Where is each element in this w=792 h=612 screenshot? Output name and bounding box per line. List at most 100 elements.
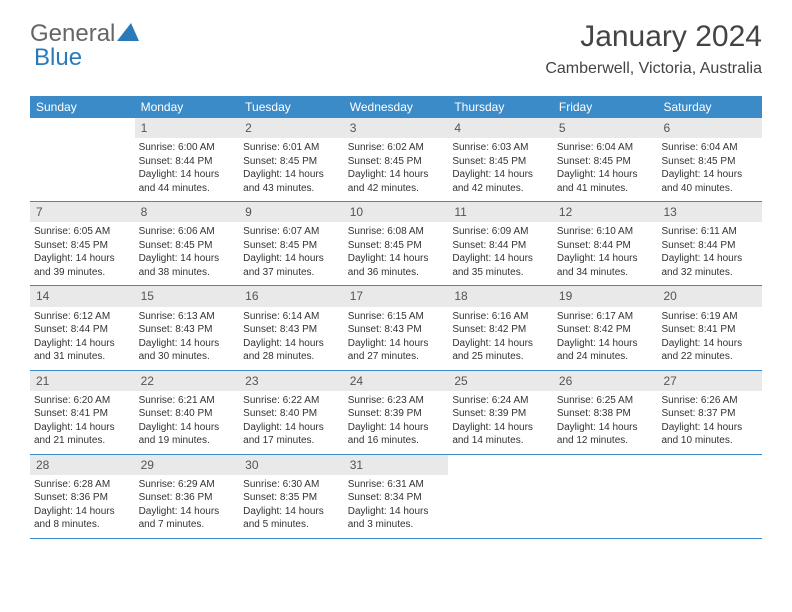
day-cell: 30Sunrise: 6:30 AMSunset: 8:35 PMDayligh… (239, 455, 344, 538)
day-body: Sunrise: 6:04 AMSunset: 8:45 PMDaylight:… (553, 138, 658, 201)
day-body (553, 475, 658, 484)
day-cell: 6Sunrise: 6:04 AMSunset: 8:45 PMDaylight… (657, 118, 762, 201)
day-cell: 5Sunrise: 6:04 AMSunset: 8:45 PMDaylight… (553, 118, 658, 201)
daylight-text: Daylight: 14 hours and 3 minutes. (348, 505, 445, 532)
daylight-text: Daylight: 14 hours and 27 minutes. (348, 337, 445, 364)
day-number (448, 455, 553, 475)
daylight-text: Daylight: 14 hours and 17 minutes. (243, 421, 340, 448)
sunset-text: Sunset: 8:42 PM (452, 323, 549, 337)
day-cell: 2Sunrise: 6:01 AMSunset: 8:45 PMDaylight… (239, 118, 344, 201)
day-number: 28 (30, 455, 135, 475)
day-number: 21 (30, 371, 135, 391)
day-number (553, 455, 658, 475)
day-number: 8 (135, 202, 240, 222)
day-number: 24 (344, 371, 449, 391)
day-number: 18 (448, 286, 553, 306)
daylight-text: Daylight: 14 hours and 21 minutes. (34, 421, 131, 448)
day-body: Sunrise: 6:29 AMSunset: 8:36 PMDaylight:… (135, 475, 240, 538)
day-body: Sunrise: 6:07 AMSunset: 8:45 PMDaylight:… (239, 222, 344, 285)
day-body: Sunrise: 6:28 AMSunset: 8:36 PMDaylight:… (30, 475, 135, 538)
day-cell: 13Sunrise: 6:11 AMSunset: 8:44 PMDayligh… (657, 202, 762, 285)
sunrise-text: Sunrise: 6:02 AM (348, 141, 445, 155)
day-body: Sunrise: 6:23 AMSunset: 8:39 PMDaylight:… (344, 391, 449, 454)
day-number: 9 (239, 202, 344, 222)
day-header-fri: Friday (553, 96, 658, 118)
sunrise-text: Sunrise: 6:14 AM (243, 310, 340, 324)
sunrise-text: Sunrise: 6:09 AM (452, 225, 549, 239)
sunrise-text: Sunrise: 6:22 AM (243, 394, 340, 408)
daylight-text: Daylight: 14 hours and 43 minutes. (243, 168, 340, 195)
day-header-thu: Thursday (448, 96, 553, 118)
day-cell: 18Sunrise: 6:16 AMSunset: 8:42 PMDayligh… (448, 286, 553, 369)
day-number: 23 (239, 371, 344, 391)
day-cell: 28Sunrise: 6:28 AMSunset: 8:36 PMDayligh… (30, 455, 135, 538)
daylight-text: Daylight: 14 hours and 24 minutes. (557, 337, 654, 364)
sunset-text: Sunset: 8:36 PM (34, 491, 131, 505)
day-body (448, 475, 553, 484)
day-number: 12 (553, 202, 658, 222)
daylight-text: Daylight: 14 hours and 39 minutes. (34, 252, 131, 279)
sunrise-text: Sunrise: 6:03 AM (452, 141, 549, 155)
day-number: 16 (239, 286, 344, 306)
sunset-text: Sunset: 8:44 PM (139, 155, 236, 169)
day-number: 6 (657, 118, 762, 138)
sunset-text: Sunset: 8:44 PM (661, 239, 758, 253)
day-number: 2 (239, 118, 344, 138)
day-body: Sunrise: 6:25 AMSunset: 8:38 PMDaylight:… (553, 391, 658, 454)
day-cell: 1Sunrise: 6:00 AMSunset: 8:44 PMDaylight… (135, 118, 240, 201)
day-body: Sunrise: 6:22 AMSunset: 8:40 PMDaylight:… (239, 391, 344, 454)
sunset-text: Sunset: 8:45 PM (34, 239, 131, 253)
day-cell: 17Sunrise: 6:15 AMSunset: 8:43 PMDayligh… (344, 286, 449, 369)
week-row: 14Sunrise: 6:12 AMSunset: 8:44 PMDayligh… (30, 286, 762, 370)
sunrise-text: Sunrise: 6:00 AM (139, 141, 236, 155)
day-cell: 24Sunrise: 6:23 AMSunset: 8:39 PMDayligh… (344, 371, 449, 454)
day-cell: 22Sunrise: 6:21 AMSunset: 8:40 PMDayligh… (135, 371, 240, 454)
sunrise-text: Sunrise: 6:16 AM (452, 310, 549, 324)
day-body: Sunrise: 6:04 AMSunset: 8:45 PMDaylight:… (657, 138, 762, 201)
day-body: Sunrise: 6:09 AMSunset: 8:44 PMDaylight:… (448, 222, 553, 285)
day-number: 27 (657, 371, 762, 391)
sunrise-text: Sunrise: 6:05 AM (34, 225, 131, 239)
header: General January 2024 Camberwell, Victori… (0, 0, 792, 86)
daylight-text: Daylight: 14 hours and 41 minutes. (557, 168, 654, 195)
sunrise-text: Sunrise: 6:17 AM (557, 310, 654, 324)
day-number (30, 118, 135, 138)
sunrise-text: Sunrise: 6:25 AM (557, 394, 654, 408)
sunrise-text: Sunrise: 6:26 AM (661, 394, 758, 408)
daylight-text: Daylight: 14 hours and 28 minutes. (243, 337, 340, 364)
day-cell: 27Sunrise: 6:26 AMSunset: 8:37 PMDayligh… (657, 371, 762, 454)
day-body: Sunrise: 6:19 AMSunset: 8:41 PMDaylight:… (657, 307, 762, 370)
day-header-mon: Monday (135, 96, 240, 118)
weeks-container: 1Sunrise: 6:00 AMSunset: 8:44 PMDaylight… (30, 118, 762, 539)
sunset-text: Sunset: 8:45 PM (661, 155, 758, 169)
daylight-text: Daylight: 14 hours and 42 minutes. (452, 168, 549, 195)
sunset-text: Sunset: 8:37 PM (661, 407, 758, 421)
daylight-text: Daylight: 14 hours and 37 minutes. (243, 252, 340, 279)
daylight-text: Daylight: 14 hours and 8 minutes. (34, 505, 131, 532)
day-cell: 15Sunrise: 6:13 AMSunset: 8:43 PMDayligh… (135, 286, 240, 369)
day-number: 13 (657, 202, 762, 222)
day-cell: 8Sunrise: 6:06 AMSunset: 8:45 PMDaylight… (135, 202, 240, 285)
day-body: Sunrise: 6:15 AMSunset: 8:43 PMDaylight:… (344, 307, 449, 370)
day-cell: 3Sunrise: 6:02 AMSunset: 8:45 PMDaylight… (344, 118, 449, 201)
day-cell: 7Sunrise: 6:05 AMSunset: 8:45 PMDaylight… (30, 202, 135, 285)
sunrise-text: Sunrise: 6:28 AM (34, 478, 131, 492)
day-body: Sunrise: 6:21 AMSunset: 8:40 PMDaylight:… (135, 391, 240, 454)
sunset-text: Sunset: 8:45 PM (139, 239, 236, 253)
day-number: 31 (344, 455, 449, 475)
day-number: 30 (239, 455, 344, 475)
day-body: Sunrise: 6:06 AMSunset: 8:45 PMDaylight:… (135, 222, 240, 285)
day-body: Sunrise: 6:03 AMSunset: 8:45 PMDaylight:… (448, 138, 553, 201)
day-number: 25 (448, 371, 553, 391)
day-number: 11 (448, 202, 553, 222)
sunset-text: Sunset: 8:43 PM (243, 323, 340, 337)
day-number: 3 (344, 118, 449, 138)
sunrise-text: Sunrise: 6:06 AM (139, 225, 236, 239)
sunset-text: Sunset: 8:44 PM (34, 323, 131, 337)
day-number: 5 (553, 118, 658, 138)
sunset-text: Sunset: 8:38 PM (557, 407, 654, 421)
sunrise-text: Sunrise: 6:04 AM (661, 141, 758, 155)
sunrise-text: Sunrise: 6:01 AM (243, 141, 340, 155)
day-number: 1 (135, 118, 240, 138)
day-body: Sunrise: 6:01 AMSunset: 8:45 PMDaylight:… (239, 138, 344, 201)
